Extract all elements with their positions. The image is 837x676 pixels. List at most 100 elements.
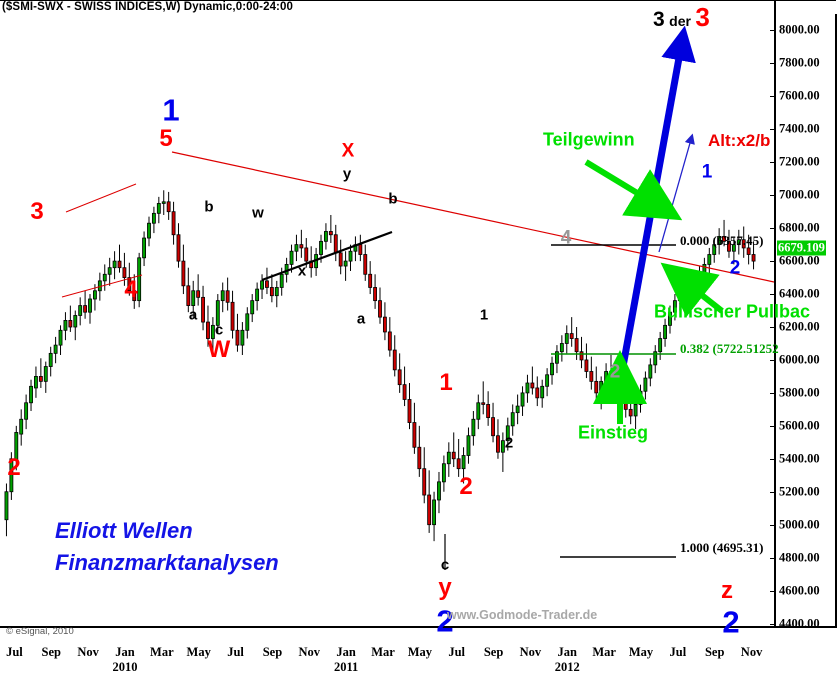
wave-label-y-12: y <box>342 165 352 183</box>
candle-body <box>751 254 756 262</box>
candle-body <box>658 338 663 353</box>
site-watermark: www.Godmode-Trader.de <box>447 608 598 622</box>
candle-body <box>191 290 196 306</box>
candle-body <box>53 344 58 354</box>
candle-body <box>181 260 186 287</box>
candle-body <box>245 313 250 331</box>
date-tick-mar-16: Mar <box>592 645 616 659</box>
price-tick-6200: 6200.00 <box>779 319 820 334</box>
candle-body <box>19 418 24 435</box>
candle-body <box>628 408 633 417</box>
date-tick-nov-14: Nov <box>519 645 542 659</box>
candle-body <box>156 203 161 214</box>
candle-body <box>319 240 323 255</box>
candle-body <box>382 316 387 333</box>
candle-body <box>569 333 574 339</box>
candle-body <box>555 351 559 364</box>
price-tick-4800: 4800.00 <box>779 550 820 565</box>
candle-body <box>525 382 530 394</box>
target-middle: der <box>669 13 691 29</box>
candle-body <box>417 446 422 470</box>
wave-label-W-8: W <box>207 336 231 363</box>
price-tick-mark <box>770 359 776 361</box>
wave-label-1-20: 1 <box>479 306 489 324</box>
price-tick-4600: 4600.00 <box>779 583 820 598</box>
wave-label-2-16: 2 <box>459 473 473 500</box>
candle-body <box>161 201 166 204</box>
candle-body <box>58 329 63 346</box>
wave-label-2-21: 2 <box>504 434 514 452</box>
candle-body <box>510 412 515 427</box>
candle-body <box>486 404 491 419</box>
candle-body <box>151 212 156 224</box>
annotation-einstieg: Einstieg <box>578 422 649 443</box>
candle-body <box>9 458 14 493</box>
year-label-2012: 2012 <box>554 660 580 674</box>
candle-body <box>4 491 9 521</box>
candle-body <box>456 458 461 470</box>
price-tick-mark <box>770 162 776 164</box>
candle-body <box>260 280 264 290</box>
date-tick-jul-6: Jul <box>227 645 244 659</box>
price-tick-7600: 7600.00 <box>779 88 820 103</box>
price-tick-mark <box>770 195 776 197</box>
candle-body <box>727 240 731 252</box>
candle-body <box>294 244 299 252</box>
last-price-tag: 6679.109 <box>777 240 826 256</box>
candle-body <box>368 273 373 288</box>
price-plot-area[interactable] <box>0 14 774 640</box>
candle-body <box>717 235 722 246</box>
wave-label-a-14: a <box>356 310 366 328</box>
candle-body <box>235 329 240 346</box>
wave-label-5-3: 5 <box>159 125 173 152</box>
wave-label-2-19: 2 <box>436 603 454 639</box>
date-tick-sep-1: Sep <box>41 645 62 659</box>
date-tick-jul-12: Jul <box>448 645 466 659</box>
copyright-notice: © eSignal, 2010 <box>6 626 74 637</box>
wave-label-w-9: w <box>252 204 264 222</box>
candle-body <box>201 296 205 323</box>
price-tick-mark <box>770 129 776 131</box>
candle-body <box>574 338 579 353</box>
candle-body <box>564 333 569 344</box>
branding-line-1: Elliott Wellen <box>55 518 193 543</box>
annotation-overlay <box>61 25 774 570</box>
date-tick-sep-19: Sep <box>704 645 725 659</box>
date-tick-may-17: May <box>628 645 654 659</box>
candle-body <box>535 387 540 399</box>
date-tick-mar-10: Mar <box>371 645 395 659</box>
candle-body <box>206 321 210 339</box>
candle-body <box>422 468 427 496</box>
date-tick-nov-2: Nov <box>77 645 99 659</box>
candle-body <box>579 351 584 361</box>
price-tick-6000: 6000.00 <box>779 352 820 367</box>
candle-body <box>83 305 88 313</box>
candle-body <box>127 277 132 292</box>
candle-body <box>387 331 392 351</box>
wave-label-c-17: c <box>440 556 450 574</box>
candle-body <box>348 250 353 262</box>
price-tick-mark <box>770 228 776 230</box>
price-tick-mark <box>770 623 776 625</box>
candle-body <box>73 315 78 328</box>
candle-body <box>746 247 751 255</box>
candle-body <box>93 290 97 300</box>
price-tick-7200: 7200.00 <box>779 154 820 169</box>
black-trendline <box>261 230 393 282</box>
price-tick-mark <box>770 425 776 427</box>
candle-body <box>29 385 33 404</box>
date-tick-nov-20: Nov <box>740 645 763 659</box>
candle-body <box>530 382 535 389</box>
axis-right-line <box>774 0 776 626</box>
candle-body <box>102 273 107 282</box>
candle-body <box>491 417 495 437</box>
candle-body <box>196 290 201 298</box>
candle-body <box>451 451 456 460</box>
candle-body <box>373 287 378 302</box>
candle-body <box>107 267 112 275</box>
candle-body <box>505 425 510 442</box>
candle-body <box>265 280 269 288</box>
candle-body <box>741 239 746 249</box>
date-tick-jan-9: Jan <box>336 645 356 659</box>
candle-body <box>24 402 29 420</box>
